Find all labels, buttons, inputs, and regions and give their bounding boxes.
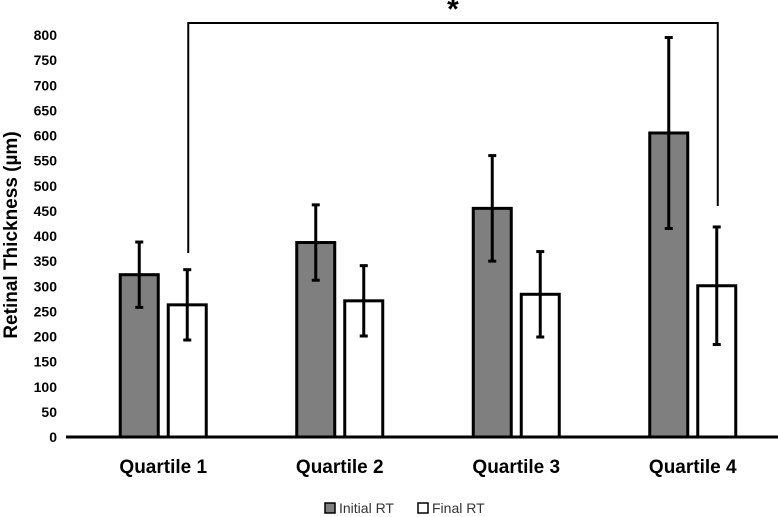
legend-swatch-initial xyxy=(324,502,336,514)
bar-final-q2 xyxy=(343,299,385,439)
y-tick-label: 550 xyxy=(34,153,58,169)
y-tick-label: 100 xyxy=(34,379,58,395)
y-tick-label: 650 xyxy=(34,102,58,118)
y-tick-label: 600 xyxy=(34,128,58,144)
significance-line xyxy=(187,22,719,253)
y-tick-label: 150 xyxy=(34,354,58,370)
y-tick-label: 50 xyxy=(41,404,57,420)
significance-marker: * xyxy=(447,0,459,26)
x-tick-label: Quartile 1 xyxy=(119,457,207,478)
y-tick-label: 450 xyxy=(34,203,58,219)
y-tick-label: 250 xyxy=(34,303,58,319)
legend-swatch-final xyxy=(417,502,429,514)
y-tick-label: 800 xyxy=(34,27,58,43)
y-tick-label: 700 xyxy=(34,77,58,93)
significance-bracket: * xyxy=(187,0,719,253)
y-axis: 0 50 100 150 200 250 300 350 400 450 500 550 600 650 7… xyxy=(34,27,58,445)
y-tick-label: 750 xyxy=(34,52,58,68)
legend-label: Final RT xyxy=(432,500,485,516)
y-tick-label: 400 xyxy=(34,228,58,244)
legend: Initial RT Final RT xyxy=(324,500,485,516)
error-bars xyxy=(135,36,721,347)
bars xyxy=(118,131,738,439)
legend-label: Initial RT xyxy=(339,500,394,516)
y-tick-label: 0 xyxy=(49,429,57,445)
y-tick-label: 200 xyxy=(34,329,58,345)
y-axis-label: Retinal Thickness (µm) xyxy=(1,131,22,338)
y-tick-label: 350 xyxy=(34,253,58,269)
x-tick-label: Quartile 4 xyxy=(649,457,737,478)
y-tick-label: 500 xyxy=(34,178,58,194)
x-tick-label: Quartile 2 xyxy=(296,457,384,478)
y-tick-label: 300 xyxy=(34,278,58,294)
x-axis-labels: Quartile 1 Quartile 2 Quartile 3 Quartile 4 xyxy=(119,457,737,478)
x-tick-label: Quartile 3 xyxy=(472,457,560,478)
